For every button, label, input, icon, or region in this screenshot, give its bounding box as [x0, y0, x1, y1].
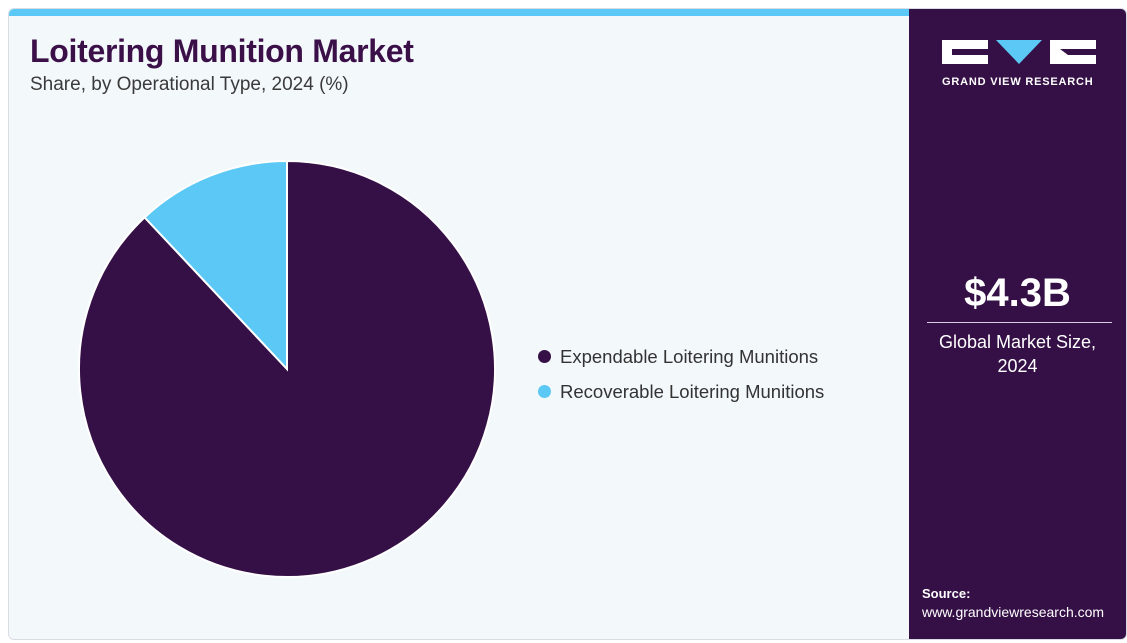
source-heading: Source:: [922, 586, 971, 601]
pie-slice-1: [143, 159, 288, 372]
legend-dot-icon: [538, 350, 551, 363]
legend-item-0: Expendable Loitering Munitions: [538, 339, 824, 374]
legend-dot-icon: [538, 385, 551, 398]
summary-sidebar: GRAND VIEW RESEARCH $4.3B Global Market …: [909, 9, 1126, 639]
market-size-value: $4.3B: [964, 271, 1071, 315]
gvr-logo: GRAND VIEW RESEARCH: [942, 38, 1098, 88]
chart-title: Loitering Munition Market: [30, 33, 414, 69]
pie-slice-0: [78, 159, 496, 578]
legend-label: Recoverable Loitering Munitions: [560, 380, 825, 402]
legend-label: Expendable Loitering Munitions: [560, 345, 819, 367]
top-accent-bar: [9, 9, 909, 16]
chart-legend: Expendable Loitering Munitions Recoverabl…: [538, 339, 824, 409]
pie-chart: [78, 159, 496, 578]
chart-panel: Loitering Munition Market Share, by Oper…: [9, 9, 909, 639]
gvr-logo-icon: [942, 40, 1096, 64]
legend-item-1: Recoverable Loitering Munitions: [538, 374, 824, 409]
chart-subtitle: Share, by Operational Type, 2024 (%): [30, 74, 349, 95]
market-size-label: Global Market Size, 2024: [938, 332, 1097, 376]
divider: [927, 322, 1112, 323]
source-link[interactable]: www.grandviewresearch.com: [922, 604, 1105, 620]
logo-text: GRAND VIEW RESEARCH: [942, 76, 1094, 88]
chart-card: Loitering Munition Market Share, by Oper…: [8, 8, 1127, 640]
